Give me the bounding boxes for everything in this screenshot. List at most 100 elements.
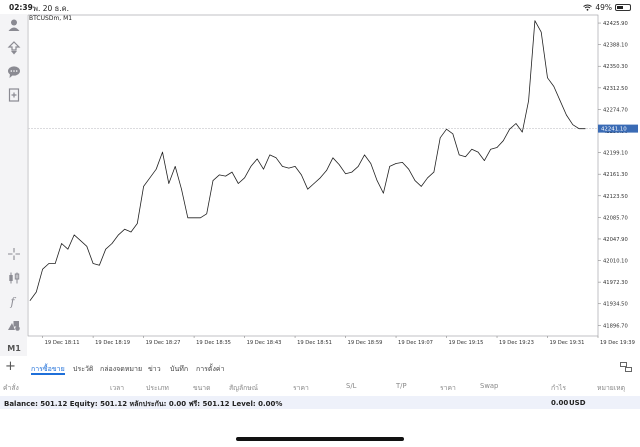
- tab-journal[interactable]: บันทึก: [170, 365, 189, 373]
- chart-canvas[interactable]: 42425.90 42388.10 42350.30 42312.50 42274.70…: [27, 14, 640, 356]
- total-profit: 0.00: [551, 399, 569, 407]
- price-point: [86, 246, 88, 247]
- y-tick-label: 42123.50: [603, 194, 628, 200]
- price-point: [540, 31, 542, 33]
- price-point: [130, 231, 132, 233]
- price-point: [187, 217, 189, 219]
- price-point: [200, 217, 201, 219]
- price-point: [269, 154, 271, 156]
- price-chart[interactable]: 42425.90 42388.10 42350.30 42312.50 42274.70…: [27, 14, 640, 356]
- price-point: [408, 168, 409, 170]
- y-tick-label: 41934.50: [603, 302, 628, 308]
- price-point: [484, 160, 485, 161]
- price-point: [465, 156, 466, 157]
- col-price: ราคา: [293, 384, 309, 392]
- indicators-icon[interactable]: f: [6, 293, 22, 309]
- price-point: [547, 77, 548, 79]
- x-tick-label: 19 Dec 18:27: [146, 340, 181, 346]
- price-point: [212, 180, 214, 181]
- tab-trade[interactable]: การซื้อขาย: [31, 365, 65, 373]
- price-point: [402, 162, 403, 163]
- price-point: [155, 168, 157, 170]
- timeframe-button[interactable]: M1: [7, 343, 21, 353]
- positions-toggle-icon[interactable]: [620, 362, 632, 372]
- col-current-price: ราคา: [440, 384, 456, 392]
- objects-icon[interactable]: [6, 317, 22, 333]
- price-point: [566, 114, 567, 116]
- price-point: [301, 174, 302, 176]
- chart-symbol: BTCUSDm, M1: [29, 15, 73, 22]
- price-point: [345, 173, 346, 175]
- y-tick-label: 42425.90: [603, 21, 628, 27]
- trade-icon[interactable]: [6, 40, 22, 56]
- y-tick-label: 42010.10: [603, 259, 628, 265]
- x-tick-label: 19 Dec 18:43: [247, 340, 282, 346]
- y-tick-label: 42274.70: [603, 107, 628, 113]
- active-tab-indicator: [31, 373, 65, 375]
- candles-icon[interactable]: [6, 270, 22, 286]
- x-tick-label: 19 Dec 19:39: [600, 340, 635, 346]
- price-point: [553, 86, 555, 87]
- col-comment: หมายเหตุ: [597, 384, 625, 392]
- chat-icon[interactable]: [6, 64, 22, 80]
- price-point: [99, 264, 100, 266]
- col-order: คำสั่ง: [3, 384, 19, 392]
- add-icon[interactable]: +: [5, 359, 16, 374]
- price-point: [515, 123, 517, 124]
- price-point: [389, 166, 390, 167]
- status-right: 49%: [583, 3, 631, 12]
- price-point: [61, 243, 62, 244]
- price-point: [105, 248, 106, 250]
- y-tick-label: 41972.30: [603, 280, 628, 286]
- new-order-icon[interactable]: [6, 87, 22, 103]
- tab-news[interactable]: ข่าว: [148, 365, 161, 373]
- price-point: [458, 154, 460, 156]
- crosshair-icon[interactable]: [6, 246, 22, 262]
- x-tick-label: 19 Dec 18:11: [45, 340, 80, 346]
- tab-settings[interactable]: การตั้งค่า: [196, 365, 225, 373]
- col-sl: S/L: [346, 382, 357, 390]
- price-point: [238, 183, 239, 184]
- price-point: [124, 228, 125, 230]
- price-point: [421, 186, 422, 187]
- x-tick-label: 19 Dec 18:51: [297, 340, 332, 346]
- price-point: [48, 263, 50, 264]
- price-point: [162, 151, 163, 153]
- price-point: [395, 163, 397, 164]
- plot-frame: [27, 14, 599, 337]
- currency-label: USD: [569, 399, 586, 407]
- price-point: [92, 263, 94, 264]
- current-price-tag: [598, 124, 638, 133]
- wifi-icon: [583, 4, 593, 11]
- price-point: [572, 124, 574, 125]
- col-symbol: สัญลักษณ์: [229, 384, 259, 392]
- y-tick-label: 42161.30: [603, 172, 628, 178]
- price-point: [256, 158, 258, 160]
- price-point: [275, 157, 277, 159]
- x-tick-label: 19 Dec 19:23: [499, 340, 534, 346]
- price-point: [168, 183, 170, 184]
- svg-text:f: f: [10, 296, 17, 309]
- current-price-label: 42241.10: [601, 127, 627, 133]
- col-type: ประเภท: [146, 384, 169, 392]
- price-point: [181, 188, 182, 190]
- col-profit: กำไร: [551, 384, 567, 392]
- price-point: [522, 131, 523, 133]
- price-point: [414, 180, 416, 181]
- tab-mailbox[interactable]: กล่องจดหมาย: [100, 365, 143, 373]
- account-icon[interactable]: [6, 17, 22, 33]
- y-tick-label: 42388.10: [603, 43, 628, 49]
- price-point: [427, 177, 428, 179]
- tab-history[interactable]: ประวัติ: [73, 365, 94, 373]
- price-point: [307, 188, 308, 190]
- balance-summary: Balance: 501.12 Equity: 501.12 หลักประกั…: [4, 400, 283, 408]
- price-point: [118, 234, 119, 236]
- price-point: [193, 217, 195, 219]
- price-point: [67, 248, 69, 250]
- trade-table-header: คำสั่ง เวลา ประเภท ขนาด สัญลักษณ์ ราคา S…: [0, 380, 640, 392]
- col-volume: ขนาด: [193, 384, 211, 392]
- price-point: [320, 177, 321, 179]
- price-point: [326, 170, 327, 171]
- price-point: [231, 171, 233, 173]
- price-point: [143, 186, 144, 187]
